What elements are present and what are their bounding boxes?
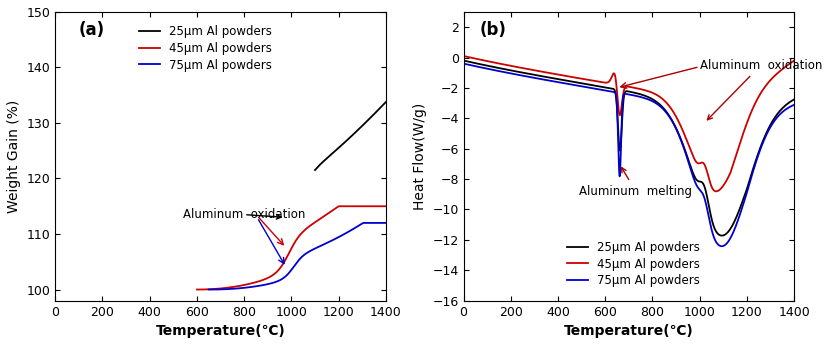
75μm Al powders (717, 244, 727, 248)
45μm Al powders (789, 58, 800, 62)
25μm Al powders (731, 217, 741, 221)
Line: 75μm Al powders: 75μm Al powders (464, 63, 795, 246)
75μm Al powders (585, 86, 595, 90)
Line: 75μm Al powders: 75μm Al powders (209, 223, 386, 289)
75μm Al powders (374, 221, 384, 225)
45μm Al powders (585, 78, 595, 82)
Line: 45μm Al powders: 45μm Al powders (464, 56, 795, 191)
75μm Al powders (339, 232, 349, 236)
45μm Al powders (459, 54, 469, 58)
25μm Al powders (706, 210, 716, 215)
25μm Al powders (459, 59, 469, 63)
25μm Al powders (717, 234, 727, 238)
45μm Al powders (381, 204, 391, 208)
25μm Al powders (789, 97, 800, 101)
25μm Al powders (585, 82, 595, 87)
45μm Al powders (711, 189, 722, 194)
75μm Al powders (657, 106, 667, 110)
45μm Al powders (657, 96, 667, 100)
Y-axis label: Heat Flow(W/g): Heat Flow(W/g) (413, 103, 427, 210)
25μm Al powders (674, 131, 684, 136)
Y-axis label: Weight Gain (%): Weight Gain (%) (7, 100, 21, 213)
75μm Al powders (789, 103, 800, 107)
45μm Al powders (374, 204, 384, 208)
Text: (b): (b) (480, 21, 507, 39)
Text: Aluminum  melting: Aluminum melting (579, 168, 692, 198)
Line: 45μm Al powders: 45μm Al powders (197, 206, 386, 289)
75μm Al powders (731, 225, 741, 229)
45μm Al powders (706, 181, 716, 185)
25μm Al powders (657, 104, 667, 108)
X-axis label: Temperature(℃): Temperature(℃) (564, 324, 694, 338)
Legend: 25μm Al powders, 45μm Al powders, 75μm Al powders: 25μm Al powders, 45μm Al powders, 75μm A… (562, 236, 705, 292)
Text: (a): (a) (78, 21, 105, 39)
Text: Aluminum  oxidation: Aluminum oxidation (183, 208, 305, 221)
X-axis label: Temperature(℃): Temperature(℃) (156, 324, 285, 338)
45μm Al powders (674, 119, 684, 124)
75μm Al powders (381, 221, 391, 225)
45μm Al powders (339, 204, 349, 208)
75μm Al powders (519, 74, 529, 78)
75μm Al powders (706, 221, 716, 226)
45μm Al powders (731, 155, 741, 159)
25μm Al powders (519, 71, 529, 75)
Line: 25μm Al powders: 25μm Al powders (464, 61, 795, 236)
25μm Al powders (339, 141, 349, 145)
25μm Al powders (381, 100, 391, 104)
Line: 25μm Al powders: 25μm Al powders (315, 102, 386, 170)
45μm Al powders (519, 66, 529, 70)
Text: Aluminum  oxidation: Aluminum oxidation (700, 59, 822, 120)
75μm Al powders (459, 61, 469, 66)
Legend: 25μm Al powders, 45μm Al powders, 75μm Al powders: 25μm Al powders, 45μm Al powders, 75μm A… (134, 21, 277, 76)
25μm Al powders (374, 107, 384, 111)
75μm Al powders (674, 132, 684, 136)
